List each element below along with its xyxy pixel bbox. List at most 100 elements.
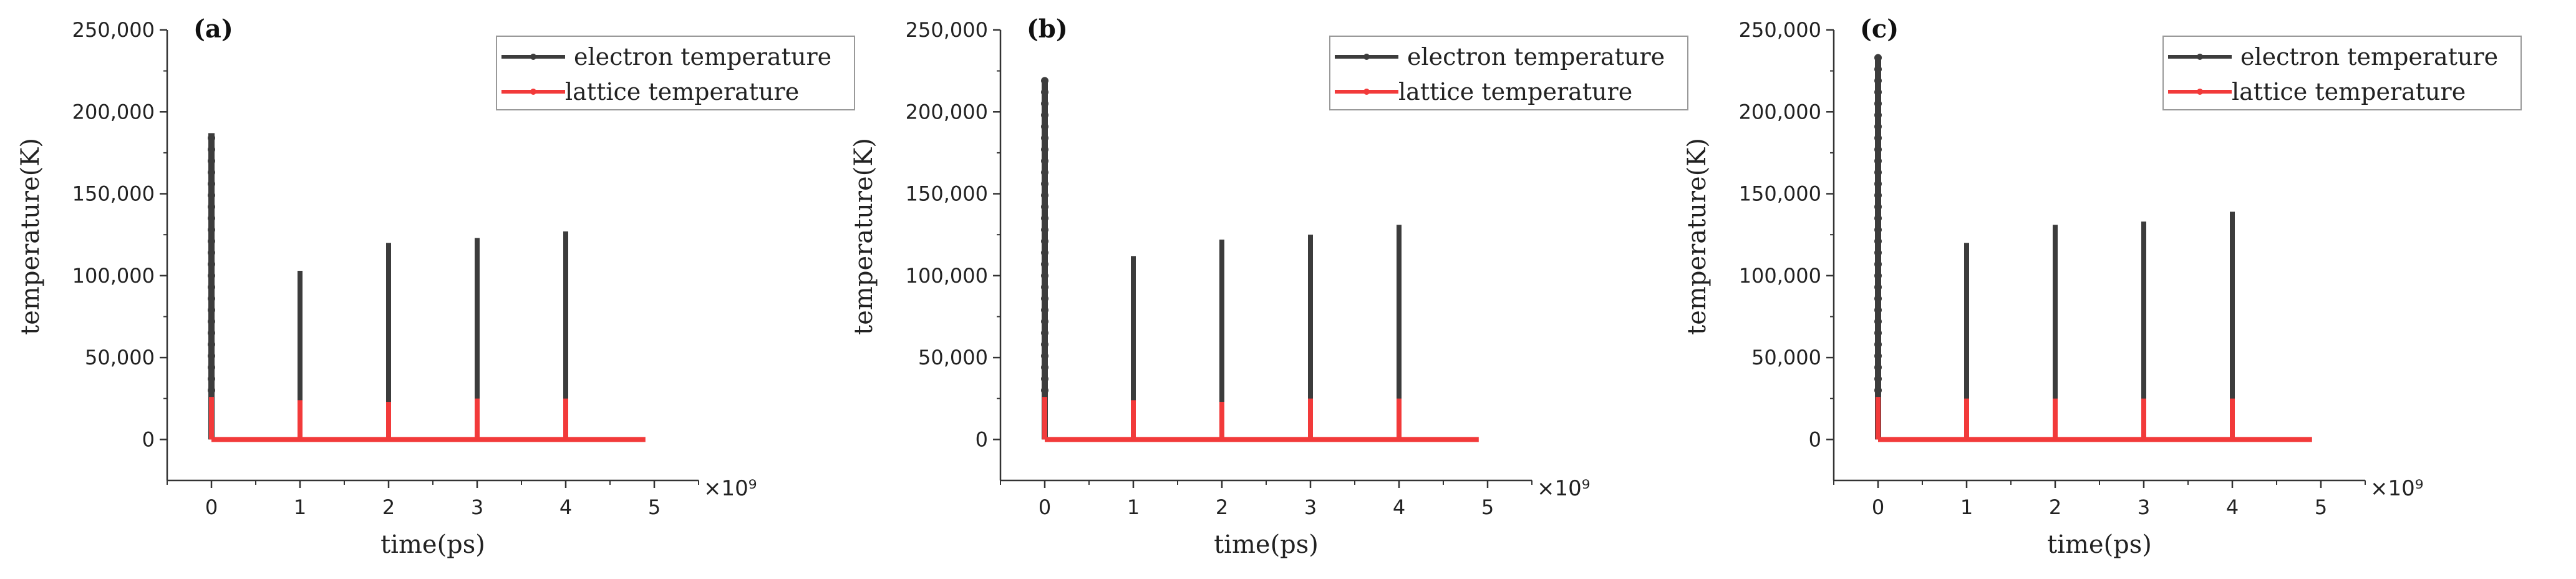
- legend-electron-marker: [2197, 54, 2203, 60]
- y-axis-title: temperature(K): [1683, 138, 1712, 335]
- electron-point: [1041, 386, 1048, 394]
- chart-svg-b: 0 50,000 100,000 150,000 200,000 250,000 0 1 2 3 4…: [850, 14, 1688, 559]
- y-tick-label: 0: [142, 427, 155, 451]
- electron-point: [208, 214, 215, 222]
- y-tick-label: 150,000: [906, 182, 988, 206]
- electron-point: [1874, 203, 1882, 211]
- electron-point: [208, 237, 215, 245]
- electron-point: [1874, 168, 1882, 177]
- legend-lattice-marker: [1363, 89, 1370, 95]
- x-tick-label: 4: [559, 495, 572, 519]
- electron-point: [1041, 192, 1048, 200]
- series-lattice-temperature: [1876, 397, 2312, 442]
- series-electron-temperature: [1041, 77, 1402, 440]
- x-tick-label: 2: [1216, 495, 1228, 519]
- legend-electron-marker: [1363, 54, 1370, 60]
- x-tick-label: 2: [382, 495, 395, 519]
- electron-point: [1041, 294, 1048, 303]
- series-lattice-temperature: [209, 397, 646, 442]
- electron-point: [1041, 168, 1048, 177]
- legend-electron-label: electron temperature: [1407, 43, 1665, 71]
- electron-point: [1041, 203, 1048, 211]
- chart-svg-c: 0 50,000 100,000 150,000 200,000 250,000 0 1 2 3 4…: [1683, 14, 2522, 559]
- electron-point: [208, 386, 215, 394]
- electron-point: [1874, 122, 1882, 130]
- legend: electron temperature lattice temperature: [1329, 36, 1688, 110]
- electron-point: [1874, 66, 1882, 74]
- y-tick-label: 250,000: [906, 18, 988, 42]
- y-axis-title: temperature(K): [850, 138, 878, 335]
- legend-electron-label: electron temperature: [574, 43, 831, 71]
- electron-point: [1874, 134, 1882, 142]
- y-tick-label: 0: [1809, 427, 1821, 451]
- legend-lattice-label: lattice temperature: [1398, 78, 1632, 105]
- chart-svg-a: 0 50,000 100,000 150,000 200,000 250,000 0 1 2 3 4…: [16, 14, 855, 559]
- electron-point: [1041, 329, 1048, 337]
- legend-box: [2162, 36, 2522, 110]
- electron-point: [208, 283, 215, 291]
- electron-point: [1874, 111, 1882, 119]
- electron-point: [1874, 88, 1882, 96]
- y-tick-label: 100,000: [1739, 264, 1821, 288]
- electron-point: [208, 145, 215, 153]
- x-tick-label: 3: [2138, 495, 2150, 519]
- electron-point: [208, 271, 215, 280]
- electron-point: [208, 157, 215, 165]
- electron-point: [1874, 100, 1882, 108]
- y-tick-label: 250,000: [1739, 18, 1821, 42]
- electron-point: [1041, 88, 1048, 96]
- electron-point: [1041, 306, 1048, 314]
- electron-point: [1874, 77, 1882, 85]
- x-tick-label: 5: [648, 495, 661, 519]
- electron-point: [208, 375, 215, 383]
- electron-point: [1874, 214, 1882, 222]
- electron-point: [1041, 260, 1048, 268]
- electron-point: [1041, 352, 1048, 360]
- chart-panel-b: 0 50,000 100,000 150,000 200,000 250,000 0 1 2 3 4…: [833, 0, 1692, 579]
- legend: electron temperature lattice temperature: [2162, 36, 2522, 110]
- legend-electron-marker: [530, 54, 536, 60]
- x-tick-label: 0: [1872, 495, 1884, 519]
- y-tick-label: 50,000: [85, 346, 155, 369]
- x-tick-label: 3: [1304, 495, 1317, 519]
- electron-point: [1874, 157, 1882, 165]
- y-tick-label: 200,000: [906, 100, 988, 124]
- y-tick-label: 200,000: [1739, 100, 1821, 124]
- electron-point: [208, 226, 215, 234]
- electron-point: [1041, 283, 1048, 291]
- legend-lattice-label: lattice temperature: [565, 78, 799, 105]
- x-tick-label: 5: [2315, 495, 2327, 519]
- x-axis-multiplier: ×10⁹: [1537, 476, 1590, 501]
- electron-point: [208, 318, 215, 326]
- electron-point: [1041, 134, 1048, 142]
- electron-point: [1874, 352, 1882, 360]
- electron-point: [1041, 180, 1048, 188]
- legend-electron-label: electron temperature: [2240, 43, 2498, 71]
- electron-point: [208, 134, 215, 142]
- electron-point: [1874, 180, 1882, 188]
- electron-point: [1874, 294, 1882, 303]
- x-tick-label: 1: [1127, 495, 1140, 519]
- electron-point: [1874, 386, 1882, 394]
- electron-point: [208, 192, 215, 200]
- electron-point: [1041, 271, 1048, 280]
- y-tick-label: 150,000: [1739, 182, 1821, 206]
- legend-lattice-marker: [2197, 89, 2203, 95]
- series-electron-temperature: [1874, 54, 2235, 440]
- y-tick-label: 0: [976, 427, 988, 451]
- electron-point: [1874, 341, 1882, 349]
- electron-point: [208, 329, 215, 337]
- electron-point: [1041, 226, 1048, 234]
- y-tick-label: 50,000: [1751, 346, 1821, 369]
- electron-point: [208, 352, 215, 360]
- electron-point: [1041, 375, 1048, 383]
- panel-label: (b): [1027, 14, 1068, 44]
- x-tick-label: 0: [1039, 495, 1051, 519]
- electron-point: [1041, 249, 1048, 257]
- electron-point: [208, 306, 215, 314]
- y-axis-title: temperature(K): [16, 138, 45, 335]
- electron-point: [208, 363, 215, 371]
- x-axis-multiplier: ×10⁹: [2370, 476, 2423, 501]
- electron-point: [1874, 375, 1882, 383]
- electron-point: [1041, 341, 1048, 349]
